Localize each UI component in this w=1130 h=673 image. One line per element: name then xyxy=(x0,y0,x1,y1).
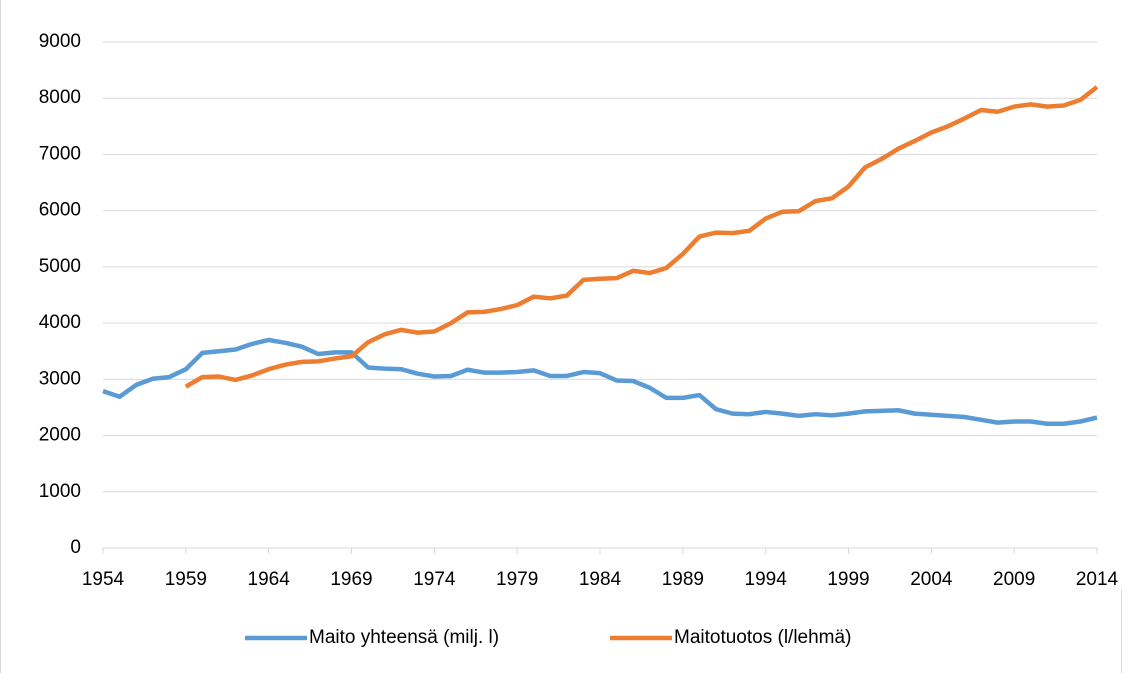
x-tick-label: 2009 xyxy=(993,569,1035,590)
x-tick-label: 2004 xyxy=(910,569,953,590)
x-tick-label: 1989 xyxy=(662,569,704,590)
x-tick-label: 1984 xyxy=(579,569,622,590)
x-tick-label: 1954 xyxy=(82,569,125,590)
y-tick-label: 7000 xyxy=(39,143,81,164)
x-tick-label: 1974 xyxy=(413,569,456,590)
series-line xyxy=(102,337,1098,426)
x-tick-label: 1994 xyxy=(745,569,788,590)
y-tick-label: 4000 xyxy=(39,312,81,333)
x-tick-label: 1979 xyxy=(496,569,538,590)
legend-label: Maitotuotos (l/lehmä) xyxy=(674,627,851,648)
y-tick-label: 2000 xyxy=(39,425,81,446)
y-tick-label: 1000 xyxy=(39,481,81,502)
x-tick-label: 1964 xyxy=(248,569,291,590)
y-tick-label: 9000 xyxy=(39,31,81,52)
x-tick-label: 2014 xyxy=(1076,569,1119,590)
y-tick-label: 6000 xyxy=(39,200,81,221)
y-tick-label: 3000 xyxy=(39,368,81,389)
series-line xyxy=(184,85,1099,389)
x-tick-label: 1969 xyxy=(330,569,372,590)
y-tick-label: 8000 xyxy=(39,87,81,108)
x-tick-label: 1959 xyxy=(165,569,207,590)
x-tick-label: 1999 xyxy=(827,569,869,590)
y-tick-label: 5000 xyxy=(39,256,81,277)
legend-label: Maito yhteensä (milj. l) xyxy=(309,627,499,648)
y-tick-label: 0 xyxy=(70,537,81,558)
